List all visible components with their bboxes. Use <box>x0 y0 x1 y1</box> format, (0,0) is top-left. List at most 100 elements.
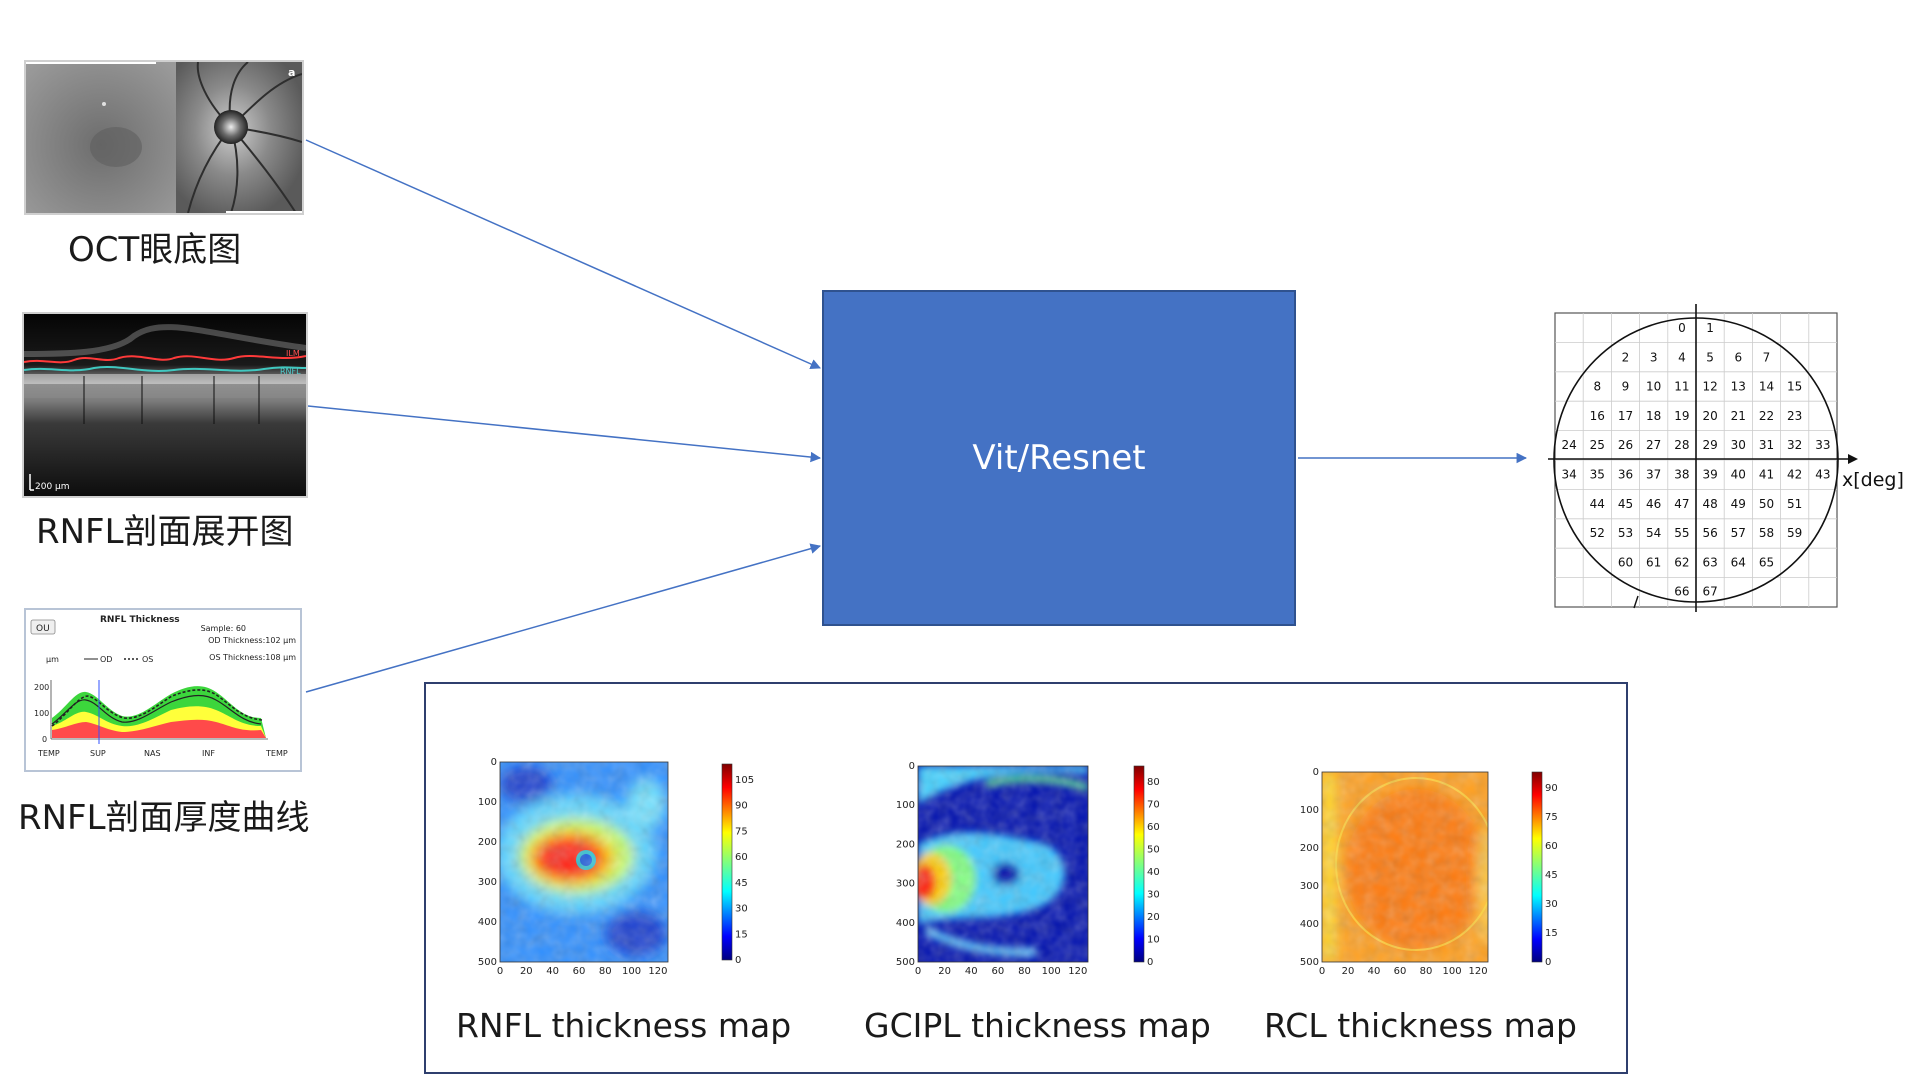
vf-cell-label: 15 <box>1787 380 1802 394</box>
colorbar-tick: 90 <box>735 801 748 812</box>
colorbar-tick: 0 <box>735 955 741 966</box>
vf-cell-label: 53 <box>1618 526 1633 540</box>
vf-cell-label: 2 <box>1622 350 1630 364</box>
vf-cell-label: 42 <box>1787 468 1802 482</box>
rnfl-thickness-curve: OU RNFL Thickness Sample: 60 OD Thicknes… <box>24 608 302 772</box>
x-axis-label: x[deg] <box>1842 469 1904 491</box>
map-y-tick: 200 <box>896 839 915 850</box>
vf-cell-label: 47 <box>1674 497 1689 511</box>
colorbar-tick: 60 <box>1147 822 1160 833</box>
vf-cell-label: 56 <box>1702 526 1717 540</box>
gcipl-map-colorbar <box>1133 765 1145 963</box>
map-y-tick: 100 <box>1300 805 1319 816</box>
vf-cell-label: 30 <box>1731 438 1746 452</box>
map-x-tick: 120 <box>1068 966 1087 977</box>
map-x-tick: 100 <box>1042 966 1061 977</box>
map-x-tick: 60 <box>1394 966 1407 977</box>
map-x-tick: 20 <box>520 966 533 977</box>
colorbar-tick: 75 <box>1545 812 1558 823</box>
rnfl-map-caption: RNFL thickness map <box>456 1006 792 1045</box>
vf-cell-label: 40 <box>1731 468 1746 482</box>
vf-cell-label: 1 <box>1706 321 1714 335</box>
vf-cell-label: 9 <box>1622 380 1630 394</box>
map-x-tick: 100 <box>1442 966 1461 977</box>
curve-os-thickness: OS Thickness:108 µm <box>209 653 296 662</box>
vf-cell-label: 35 <box>1590 468 1605 482</box>
curve-legend-od: OD <box>100 655 112 664</box>
rcl-map-colorbar <box>1531 771 1543 963</box>
bscan-rnfl-label: RNFL <box>280 367 301 376</box>
vf-cell-label: 36 <box>1618 468 1633 482</box>
vf-cell-label: 38 <box>1674 468 1689 482</box>
vf-cell-label: 31 <box>1759 438 1774 452</box>
map-y-tick: 200 <box>478 837 497 848</box>
arrow-curve-to-model <box>305 543 822 693</box>
map-x-tick: 0 <box>497 966 503 977</box>
vf-cell-label: 59 <box>1787 526 1802 540</box>
colorbar-tick: 30 <box>735 904 748 915</box>
rnfl-bscan-image: ILM RNFL 200 µm <box>22 312 308 498</box>
curve-ytick-0: 0 <box>42 735 47 744</box>
colorbar-tick: 50 <box>1147 845 1160 856</box>
map-x-tick: 40 <box>1368 966 1381 977</box>
colorbar-tick: 30 <box>1545 899 1558 910</box>
map-x-tick: 120 <box>1468 966 1487 977</box>
ou-button[interactable] <box>30 619 56 635</box>
ou-button-label: OU <box>36 624 50 634</box>
curve-title: RNFL Thickness <box>100 615 180 625</box>
map-x-tick: 80 <box>1018 966 1031 977</box>
map-x-tick: 0 <box>1319 966 1325 977</box>
thickness-maps-figure: 0 20 40 60 80 100 1200100200300400500105907560… <box>478 757 1558 977</box>
map-y-tick: 400 <box>1300 919 1319 930</box>
vf-cell-label: 12 <box>1702 380 1717 394</box>
map-x-tick: 80 <box>1420 966 1433 977</box>
vf-cell-label: 25 <box>1590 438 1605 452</box>
vf-cell-label: 61 <box>1646 555 1661 569</box>
curve-xtick-inf: INF <box>202 749 215 758</box>
vf-cell-label: 60 <box>1618 555 1633 569</box>
curve-xtick-nas: NAS <box>144 749 161 758</box>
colorbar-tick: 45 <box>1545 870 1558 881</box>
map-x-tick: 60 <box>573 966 586 977</box>
colorbar-tick: 40 <box>1147 867 1160 878</box>
bscan-ilm-label: ILM <box>286 349 300 358</box>
vf-cell-label: 33 <box>1815 438 1830 452</box>
vf-cell-label: 32 <box>1787 438 1802 452</box>
vf-cell-label: 18 <box>1646 409 1661 423</box>
vf-cell-label: 55 <box>1674 526 1689 540</box>
gcipl-map-caption: GCIPL thickness map <box>864 1006 1211 1045</box>
vf-cell-label: 52 <box>1590 526 1605 540</box>
vf-cell-label: 41 <box>1759 468 1774 482</box>
vf-cell-label: 48 <box>1702 497 1717 511</box>
rnfl-map-heatmap <box>500 762 668 962</box>
vf-cell-label: 20 <box>1702 409 1717 423</box>
colorbar-tick: 0 <box>1147 957 1153 968</box>
vf-cell-label: 39 <box>1702 468 1717 482</box>
vf-cell-label: 10 <box>1646 380 1661 394</box>
curve-legend-os: OS <box>142 655 153 664</box>
gcipl-map-heatmap <box>918 766 1088 962</box>
vf-cell-label: 14 <box>1759 380 1774 394</box>
vf-cell-label: 62 <box>1674 555 1689 569</box>
map-x-tick: 60 <box>992 966 1005 977</box>
vf-cell-label: 23 <box>1787 409 1802 423</box>
vf-cell-label: 26 <box>1618 438 1633 452</box>
vf-cell-label: 13 <box>1731 380 1746 394</box>
map-x-tick: 20 <box>938 966 951 977</box>
map-x-tick: 120 <box>648 966 667 977</box>
vf-cell-label: 19 <box>1674 409 1689 423</box>
bscan-scale-label: 200 µm <box>35 482 70 492</box>
curve-ytick-100: 100 <box>34 709 49 718</box>
vf-cell-label: 6 <box>1734 350 1742 364</box>
vf-cell-label: 16 <box>1590 409 1605 423</box>
vf-cell-label: 8 <box>1593 380 1601 394</box>
rcl-map-caption: RCL thickness map <box>1264 1006 1577 1045</box>
oct-fundus-image: a <box>24 60 304 215</box>
vf-cell-label: 46 <box>1646 497 1661 511</box>
model-block: Vit/Resnet <box>822 290 1296 626</box>
vf-cell-label: 29 <box>1702 438 1717 452</box>
colorbar-tick: 105 <box>735 775 754 786</box>
map-y-tick: 300 <box>896 879 915 890</box>
map-y-tick: 0 <box>1313 767 1319 778</box>
colorbar-tick: 15 <box>1545 928 1558 939</box>
